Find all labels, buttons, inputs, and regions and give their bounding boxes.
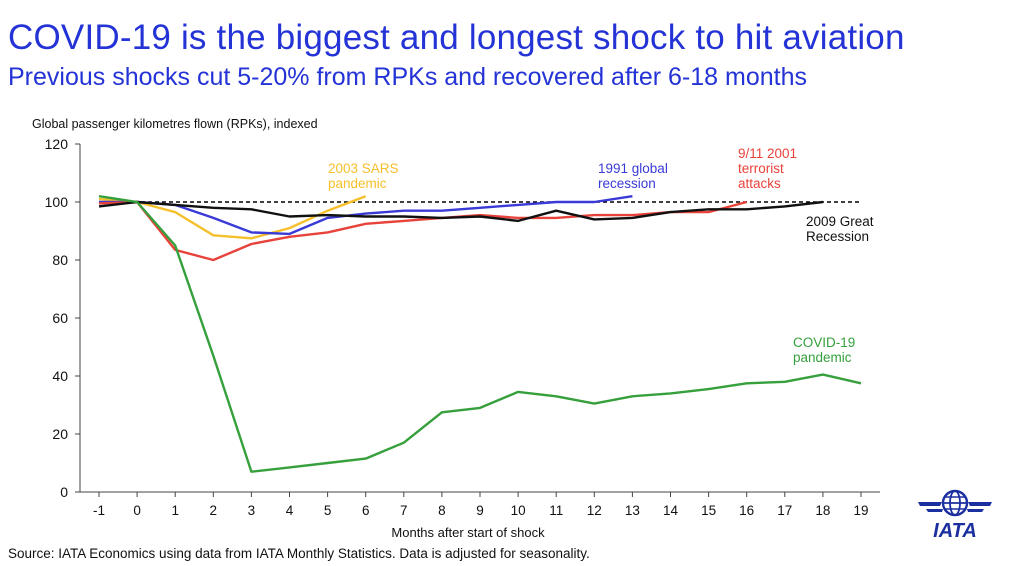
x-tick-label: 15 bbox=[701, 503, 716, 518]
x-tick-label: 16 bbox=[739, 503, 754, 518]
x-tick-label: 13 bbox=[625, 503, 640, 518]
x-tick-label: 7 bbox=[400, 503, 408, 518]
x-tick-label: 18 bbox=[815, 503, 830, 518]
x-tick-label: -1 bbox=[93, 503, 105, 518]
series-label-2003-sars-pandemic: 2003 SARS pandemic bbox=[328, 161, 399, 191]
source-note: Source: IATA Economics using data from I… bbox=[8, 546, 590, 561]
series-label-line: 2003 SARS bbox=[328, 161, 399, 176]
series-label-line: 9/11 2001 bbox=[738, 146, 797, 161]
y-tick-label: 80 bbox=[52, 252, 68, 268]
x-tick-label: 1 bbox=[171, 503, 179, 518]
x-tick-label: 5 bbox=[324, 503, 332, 518]
x-tick-label: 0 bbox=[133, 503, 141, 518]
page-title: COVID-19 is the biggest and longest shoc… bbox=[8, 18, 905, 57]
x-tick-label: 6 bbox=[362, 503, 370, 518]
y-tick-label: 40 bbox=[52, 368, 68, 384]
x-tick-label: 2 bbox=[210, 503, 218, 518]
series-label-line: pandemic bbox=[793, 350, 852, 365]
x-tick-label: 17 bbox=[777, 503, 792, 518]
series-label-line: pandemic bbox=[328, 176, 387, 191]
series-label-line: 1991 global bbox=[598, 161, 668, 176]
y-tick-label: 20 bbox=[52, 426, 68, 442]
series-label-line: 2009 Great bbox=[806, 214, 874, 229]
x-tick-label: 10 bbox=[511, 503, 526, 518]
x-tick-label: 14 bbox=[663, 503, 679, 518]
series-label-line: attacks bbox=[738, 176, 781, 191]
x-tick-label: 12 bbox=[587, 503, 602, 518]
series-label-covid-19-pandemic: COVID-19 pandemic bbox=[793, 335, 855, 365]
x-tick-label: 4 bbox=[286, 503, 294, 518]
series-line-9-11-2001-terrorist-attacks bbox=[98, 200, 748, 262]
series-label-line: COVID-19 bbox=[793, 335, 855, 350]
y-axis-label: Global passenger kilometres flown (RPKs)… bbox=[32, 117, 318, 131]
iata-logo: IATA bbox=[916, 488, 1012, 547]
y-tick-label: 120 bbox=[45, 136, 69, 152]
x-tick-label: 19 bbox=[853, 503, 868, 518]
y-tick-label: 0 bbox=[60, 484, 68, 500]
iata-logo-text: IATA bbox=[933, 520, 977, 542]
x-axis-label: Months after start of shock bbox=[391, 525, 545, 540]
series-label-line: recession bbox=[598, 176, 656, 191]
x-tick-label: 8 bbox=[438, 503, 446, 518]
x-tick-label: 11 bbox=[549, 503, 563, 518]
series-label-1991-global-recession: 1991 global recession bbox=[598, 161, 668, 191]
y-tick-label: 100 bbox=[45, 194, 69, 210]
series-line-1991-global-recession bbox=[99, 195, 633, 236]
series-label-2009-great-recession: 2009 Great Recession bbox=[806, 214, 874, 244]
page-subtitle: Previous shocks cut 5-20% from RPKs and … bbox=[8, 63, 807, 91]
series-label-9-11-2001-terrorist-attacks: 9/11 2001 terrorist attacks bbox=[738, 146, 797, 191]
series-label-line: terrorist bbox=[738, 161, 784, 176]
series-line-covid-19-pandemic bbox=[98, 195, 862, 473]
series-label-line: Recession bbox=[806, 229, 869, 244]
x-tick-label: 3 bbox=[248, 503, 256, 518]
y-tick-label: 60 bbox=[52, 310, 68, 326]
globe-icon bbox=[918, 489, 992, 517]
x-tick-label: 9 bbox=[476, 503, 484, 518]
series-line-2009-great-recession bbox=[98, 200, 824, 223]
